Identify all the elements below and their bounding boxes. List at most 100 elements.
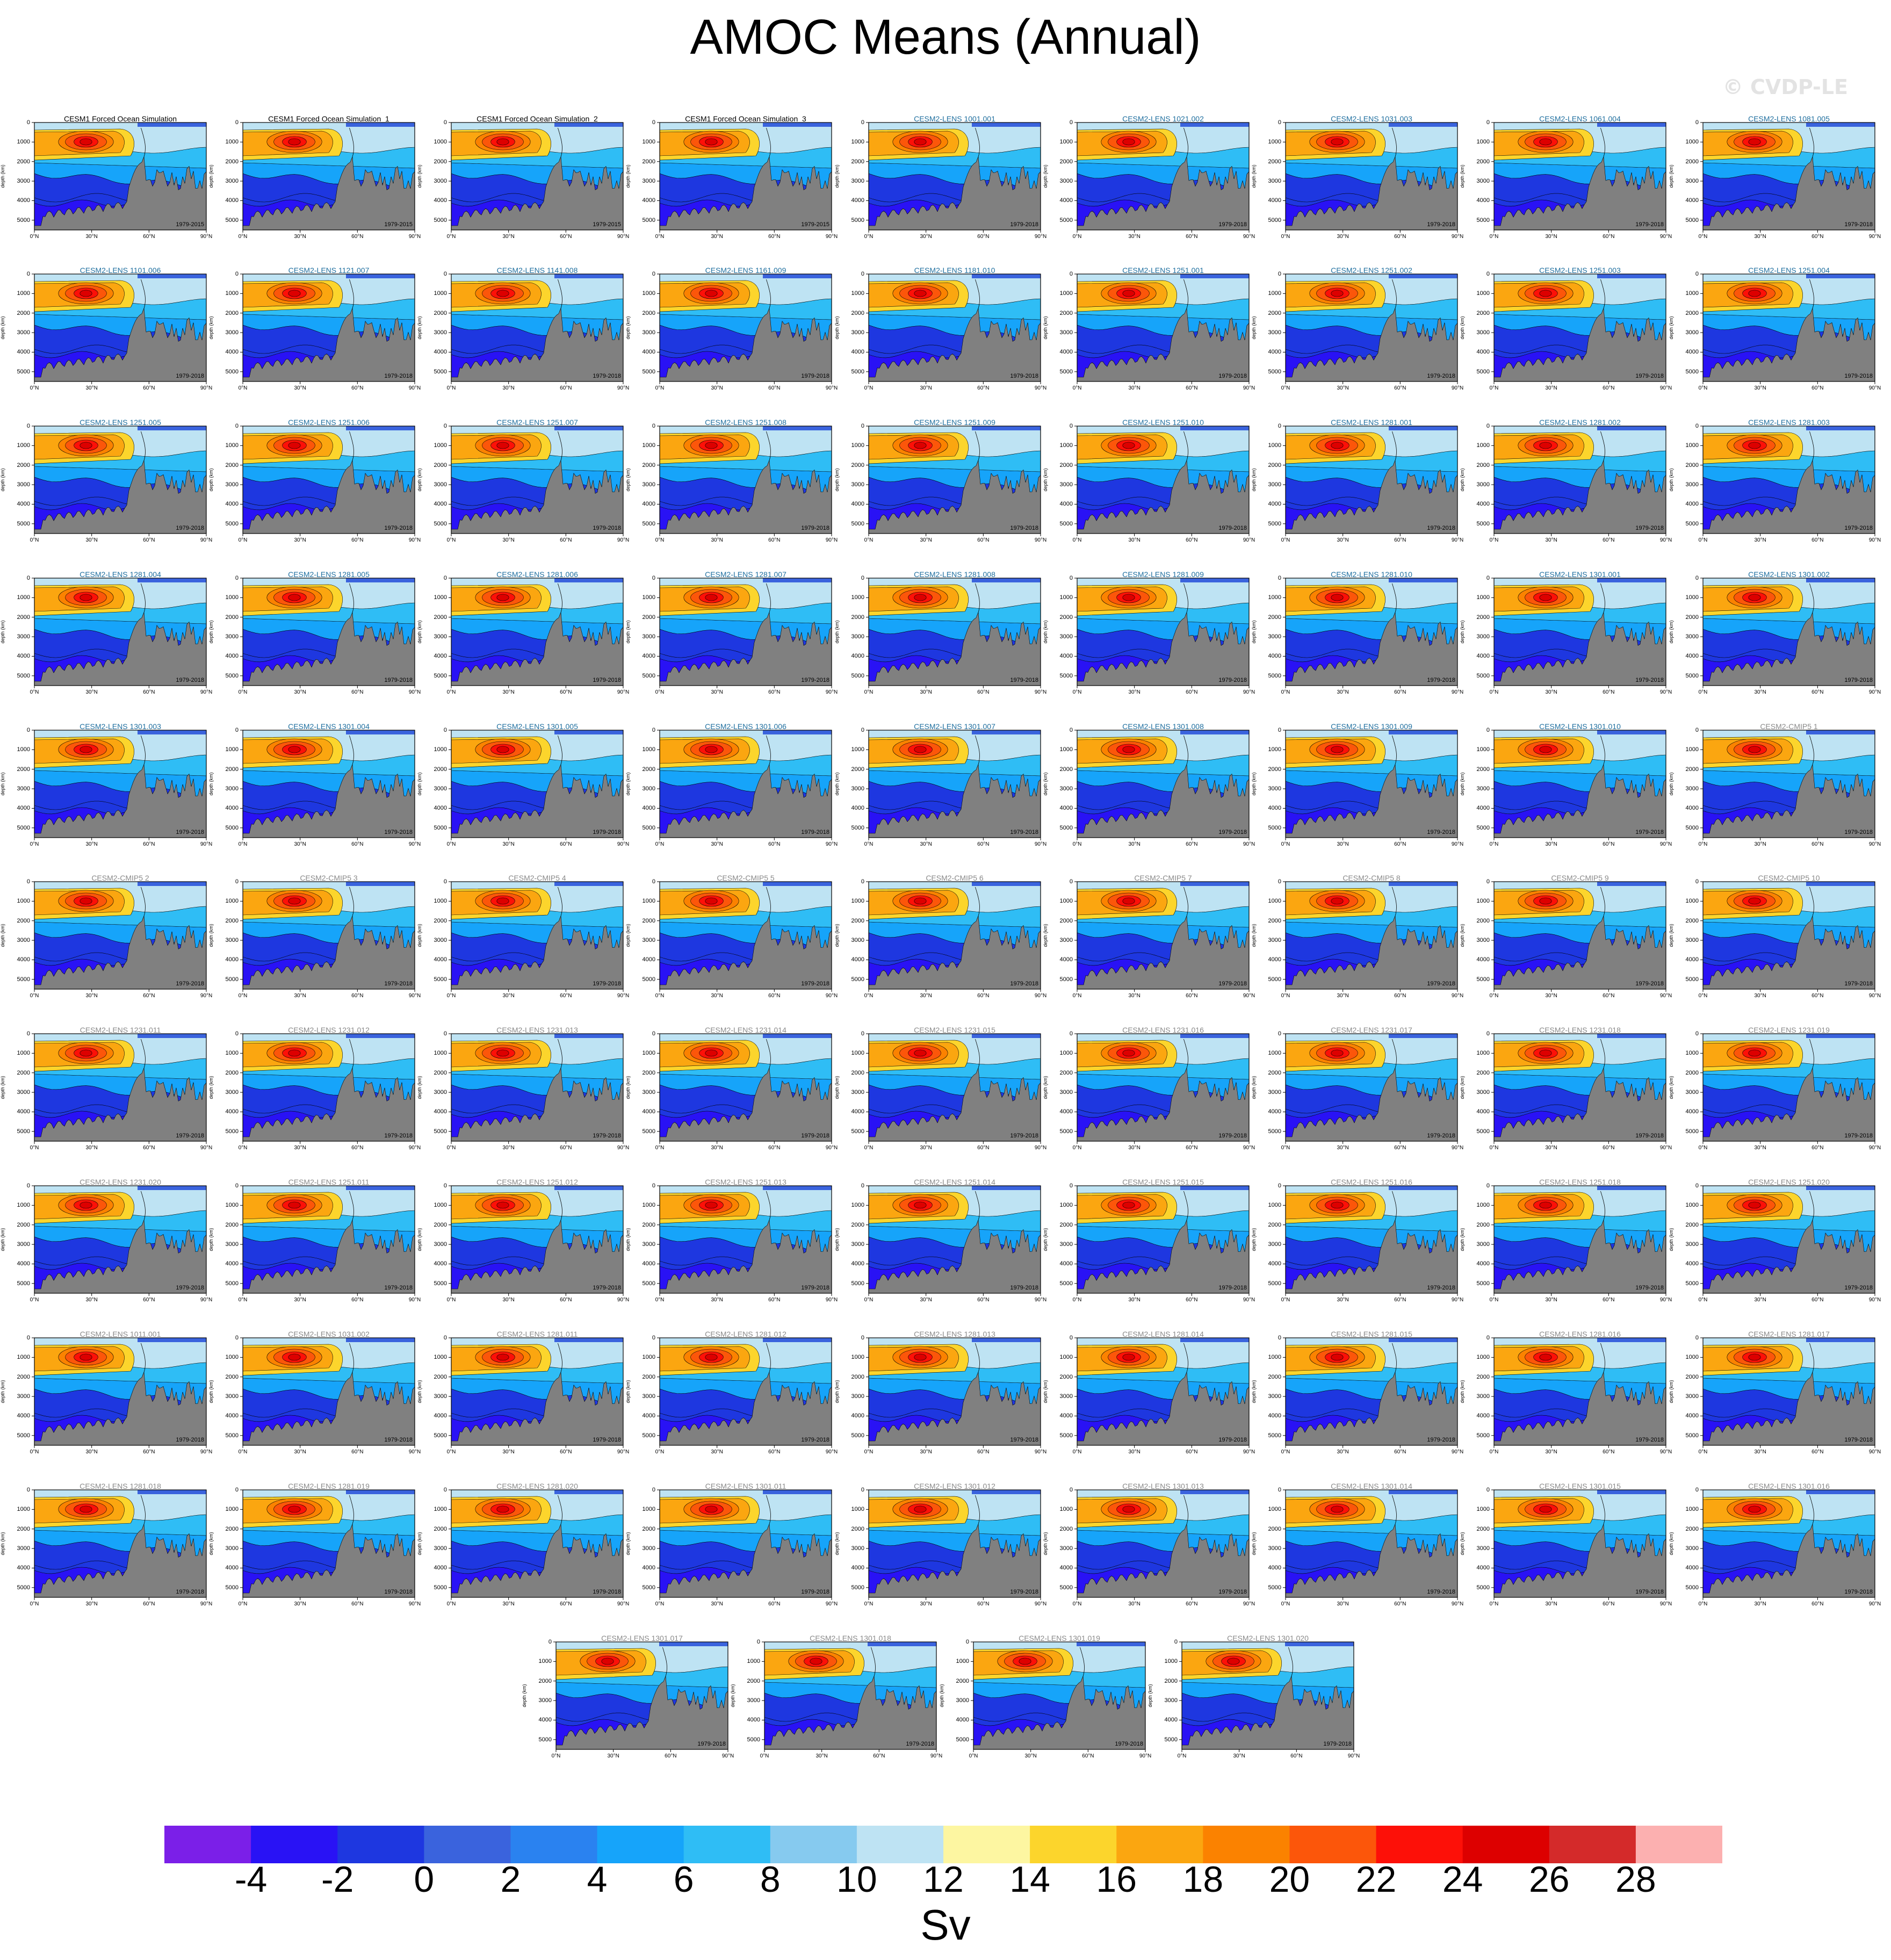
panel: CESM2-LENS 1301.013 1979-2018 0 1000 2000 300… <box>1043 1482 1255 1607</box>
y-tick-label: 5000 <box>434 217 447 224</box>
x-tick-label: 0°N <box>1698 1449 1708 1455</box>
panel: CESM2-CMIP5 10 1979-2018 0 1000 2000 3000 4000… <box>1669 874 1881 999</box>
y-tick-label: 4000 <box>434 1565 447 1572</box>
y-tick-label: 2000 <box>17 158 30 165</box>
x-tick-label: 30°N <box>1128 234 1141 240</box>
y-tick-label: 5000 <box>434 824 447 831</box>
y-tick-label: 4000 <box>225 805 239 812</box>
y-tick-label: 5000 <box>1268 520 1281 527</box>
y-tick-label: 2000 <box>1476 1525 1490 1532</box>
y-tick-label: 4000 <box>17 197 30 204</box>
panel: CESM1 Forced Ocean Simulation 1979-2015 0 1… <box>0 114 212 240</box>
x-tick-label: 90°N <box>1034 537 1047 543</box>
colorbar-swatch <box>597 1826 684 1863</box>
x-tick-label: 30°N <box>294 993 306 999</box>
panel: CESM2-LENS 1301.008 1979-2018 0 1000 2000 300… <box>1043 722 1255 847</box>
y-tick-label: 0 <box>1486 119 1490 126</box>
y-tick-label: 4000 <box>642 1108 655 1115</box>
x-tick-label: 90°N <box>1034 993 1047 999</box>
contour-plot <box>657 881 832 992</box>
panel-period: 1979-2018 <box>1218 1133 1247 1139</box>
y-tick-label: 0 <box>26 1031 30 1037</box>
panel-period: 1979-2018 <box>801 373 829 379</box>
x-tick-label: 60°N <box>1394 841 1406 847</box>
x-tick-label: 30°N <box>1754 1601 1766 1607</box>
x-tick-label: 30°N <box>1128 1601 1141 1607</box>
panel-period: 1979-2018 <box>801 525 829 531</box>
panel-period: 1979-2015 <box>176 221 204 228</box>
panel-period: 1979-2018 <box>801 1285 829 1291</box>
x-tick-label: 30°N <box>1754 234 1766 240</box>
x-tick-label: 0°N <box>238 1145 248 1151</box>
x-tick-label: 30°N <box>920 1601 932 1607</box>
x-tick-label: 30°N <box>294 1145 306 1151</box>
y-tick-label: 1000 <box>1476 746 1490 753</box>
y-tick-label: 3000 <box>1685 481 1699 488</box>
panel-period: 1979-2018 <box>1218 677 1247 683</box>
panel: CESM2-LENS 1231.017 1979-2018 0 1000 2000 300… <box>1251 1026 1463 1151</box>
y-axis-label: depth (km) <box>834 772 840 796</box>
y-tick-label: 0 <box>1486 423 1490 429</box>
contour-plot <box>32 1337 207 1448</box>
y-tick-label: 0 <box>1277 727 1281 733</box>
panel-title: CESM2-LENS 1301.014 <box>1331 1482 1412 1490</box>
y-tick-label: 2000 <box>225 1525 239 1532</box>
panel-title: CESM2-LENS 1301.016 <box>1748 1482 1830 1490</box>
x-tick-label: 0°N <box>1698 993 1708 999</box>
x-tick-label: 90°N <box>1451 841 1464 847</box>
panel-title: CESM2-LENS 1231.012 <box>288 1026 370 1034</box>
y-tick-label: 4000 <box>1685 197 1699 204</box>
y-tick-label: 3000 <box>1685 1545 1699 1552</box>
x-tick-label: 0°N <box>864 1297 874 1303</box>
panel: CESM2-LENS 1301.006 1979-2018 0 1000 2000 300… <box>625 722 838 847</box>
y-tick-label: 4000 <box>1476 653 1490 660</box>
x-tick-label: 60°N <box>143 993 155 999</box>
x-tick-label: 60°N <box>977 689 990 695</box>
x-tick-label: 60°N <box>143 1601 155 1607</box>
y-tick-label: 1000 <box>1164 1658 1178 1665</box>
panel-period: 1979-2018 <box>1635 981 1664 987</box>
x-tick-label: 0°N <box>238 385 248 391</box>
y-tick-label: 5000 <box>956 1736 969 1743</box>
x-tick-label: 90°N <box>1659 234 1672 240</box>
y-tick-label: 2000 <box>851 158 864 165</box>
y-tick-label: 3000 <box>17 1393 30 1400</box>
panel-period: 1979-2018 <box>1115 1741 1143 1747</box>
x-tick-label: 60°N <box>143 234 155 240</box>
y-tick-label: 4000 <box>225 1413 239 1419</box>
y-tick-label: 0 <box>443 727 447 733</box>
y-tick-label: 3000 <box>17 329 30 336</box>
x-tick-label: 90°N <box>1243 385 1255 391</box>
y-tick-label: 3000 <box>538 1697 552 1704</box>
y-tick-label: 1000 <box>1268 1506 1281 1513</box>
y-tick-label: 5000 <box>1685 824 1699 831</box>
y-axis-label: depth (km) <box>1669 468 1674 492</box>
y-tick-label: 2000 <box>1059 1373 1073 1380</box>
y-tick-label: 1000 <box>956 1658 969 1665</box>
x-tick-label: 0°N <box>655 537 665 543</box>
panel: CESM2-CMIP5 9 1979-2018 0 1000 2000 3000 4000 5… <box>1460 874 1672 999</box>
y-axis-label: depth (km) <box>208 1228 214 1251</box>
y-tick-label: 0 <box>1277 1335 1281 1341</box>
x-tick-label: 90°N <box>408 689 421 695</box>
y-tick-label: 5000 <box>434 1584 447 1591</box>
panel-period: 1979-2015 <box>384 221 413 228</box>
contour-plot <box>240 122 415 233</box>
x-tick-label: 60°N <box>1811 1449 1824 1455</box>
y-tick-label: 2000 <box>1164 1677 1178 1684</box>
y-tick-label: 0 <box>1069 119 1073 126</box>
y-tick-label: 2000 <box>642 1069 655 1076</box>
contour-plot <box>657 578 832 688</box>
y-tick-label: 1000 <box>17 1202 30 1209</box>
x-tick-label: 60°N <box>977 537 990 543</box>
panel-period: 1979-2018 <box>1844 221 1873 228</box>
x-tick-label: 0°N <box>446 841 456 847</box>
x-tick-label: 60°N <box>768 234 781 240</box>
x-tick-label: 60°N <box>768 385 781 391</box>
y-axis-label: depth (km) <box>834 316 840 340</box>
y-tick-label: 1000 <box>1059 746 1073 753</box>
panel: CESM2-LENS 1281.009 1979-2018 0 1000 2000 300… <box>1043 570 1255 695</box>
x-tick-label: 60°N <box>1082 1753 1094 1759</box>
panel-title: CESM2-LENS 1281.006 <box>496 570 578 579</box>
x-tick-label: 30°N <box>1754 1145 1766 1151</box>
